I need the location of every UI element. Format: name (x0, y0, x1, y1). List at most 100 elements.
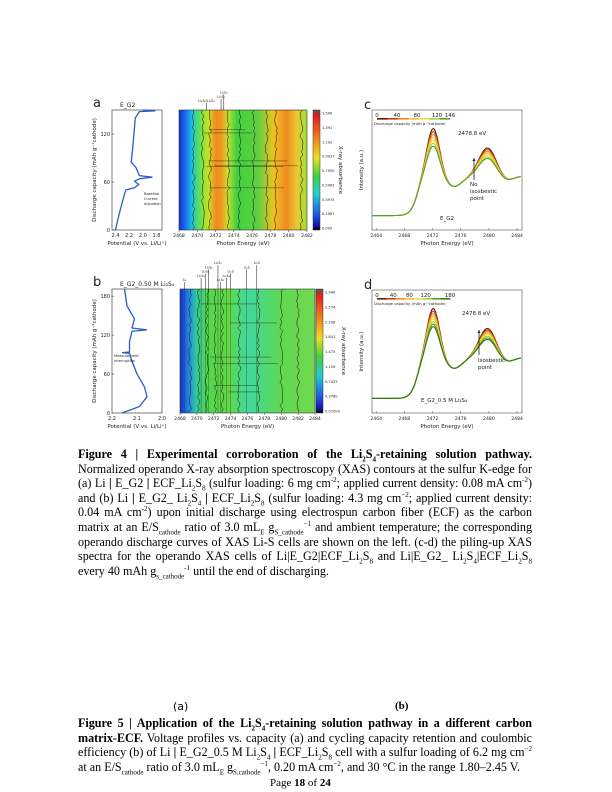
y-tick-label: 0 (107, 228, 110, 234)
xas-spectrum (372, 139, 522, 217)
colorbar-tick-label: 0.000 (322, 227, 333, 231)
caption-segment: 8 (369, 557, 373, 566)
discharge-plot-frame (111, 288, 163, 414)
caption-segment: 4 (261, 724, 266, 733)
legend-color-bar (397, 118, 409, 120)
x-tick-label: 2472 (208, 416, 220, 422)
legend-color-bar (377, 298, 387, 300)
legend-tick-label: 40 (394, 113, 401, 119)
y-axis-label: Intensity (a.u.) (359, 331, 365, 371)
caption-segment: |ECF_Li (476, 549, 519, 564)
x-axis-label: Photon Energy (eV) (420, 424, 473, 430)
x-tick-label: 2484 (511, 233, 523, 239)
species-label: Li₂S (254, 261, 260, 265)
x-tick-label: 2476 (455, 233, 467, 239)
x-tick-label: 2474 (225, 416, 237, 422)
peak-energy-label: 2478.8 eV (462, 311, 490, 317)
x-tick-label: 2472 (427, 233, 439, 239)
x-tick-label: 2476 (455, 416, 467, 422)
species-label: Li₂S₂ (217, 278, 225, 282)
legend-color-bar (440, 298, 451, 300)
caption-segment: E_G2_0.5 M Li (176, 745, 257, 760)
caption-segment: and ambient temperature; the correspondi… (78, 519, 532, 564)
colorbar-tick-label: 0.7950 (322, 169, 335, 173)
caption-segment: S (362, 549, 370, 564)
x-tick-label: 2.0 (139, 233, 147, 239)
panel-label-b: b (93, 275, 101, 290)
legend-label: Discharge capacity (mAh g⁻¹cathode) (374, 121, 446, 126)
contour-line (299, 109, 304, 231)
caption-segment: −2 (333, 759, 341, 768)
x-tick-label: 2.4 (111, 233, 119, 239)
contour-line (256, 288, 261, 413)
x-tick-label: 2476 (242, 416, 254, 422)
caption-segment: 4 (473, 557, 477, 566)
panel-label-c: c (364, 98, 371, 113)
caption-segment: 8 (261, 499, 265, 508)
y-tick-label: 60 (104, 180, 110, 186)
y-axis-label: Discharge capacity (mAh g⁻¹cathode) (91, 299, 98, 403)
caption-segment: E_G2_ Li (134, 490, 188, 505)
y-tick-label: 60 (104, 372, 110, 378)
x-axis-label: Photon Energy (eV) (216, 241, 269, 247)
caption-segment: ratio of 3.0 mL (180, 519, 261, 534)
colorbar-label: X-ray absorbance (340, 327, 346, 376)
caption-segment: -retaining solution pathway in a differe… (78, 716, 532, 745)
caption-segment: -2 (522, 476, 528, 485)
caption-segment: S (321, 745, 329, 760)
xas-spectrum (372, 312, 522, 399)
species-label: S₈ (183, 278, 187, 282)
legend-color-bar (386, 298, 396, 300)
x-tick-label: 1.8 (153, 233, 161, 239)
x-tick-label: 2470 (191, 416, 203, 422)
species-label: Li₂S₃ (214, 261, 222, 265)
x-axis-label: Photon Energy (eV) (420, 241, 473, 247)
caption-segment: S,cathode (233, 768, 261, 777)
xas-spectrum (372, 325, 522, 399)
caption-segment: until the end of discharging. (190, 563, 329, 578)
colorbar-tick-label: 0.5962 (322, 183, 335, 187)
caption-segment: S (521, 549, 529, 564)
caption-segment: ; applied current density: 0.08 mA cm (336, 476, 523, 491)
legend-tick-label: 80 (414, 113, 421, 119)
colorbar-tick-label: 0.3760 (325, 395, 338, 399)
caption-segment: 8 (328, 753, 333, 762)
annotation-text: No (470, 182, 478, 188)
annotation-text: Measurement (114, 354, 139, 358)
caption-segment: −2 (524, 745, 533, 754)
colorbar-tick-label: 1.590 (322, 112, 333, 116)
x-tick-label: 2480 (483, 233, 495, 239)
xas-contour-heatmap (179, 288, 316, 414)
colorbar-tick-label: 2.574 (325, 305, 336, 309)
caption-segment: E (260, 528, 265, 537)
caption-segment: s_cathode (156, 572, 185, 581)
caption-segment: Figure 5 | Application of the Li (78, 716, 252, 730)
annotation-text: isosbestic (470, 189, 497, 195)
caption-segment: 2 (256, 753, 261, 762)
x-tick-label: 2472 (427, 416, 439, 422)
caption-segment: 2 (362, 455, 366, 464)
colorbar-tick-label: 2.208 (325, 320, 336, 324)
caption-segment: S (191, 490, 198, 505)
contour-line (213, 288, 218, 413)
caption-segment: g (223, 759, 234, 774)
caption-segment: S_cathode (274, 528, 304, 537)
caption-segment: cell with a sulfur loading of 6.2 mg cm (332, 745, 525, 760)
caption-segment: -retaining solution pathway. (376, 447, 533, 461)
colorbar-tick-label: 0.9937 (322, 155, 335, 159)
caption-segment: S (365, 447, 373, 461)
x-tick-label: 2468 (173, 233, 185, 239)
legend-tick-label: 0 (375, 113, 379, 119)
legend-color-bar (422, 298, 433, 300)
legend-color-bar (431, 298, 442, 300)
colorbar-tick-label: 1.475 (325, 350, 335, 354)
species-label: Li₂S₄ (220, 91, 228, 95)
contour-line (196, 288, 201, 413)
legend-tick-label: 120 (432, 113, 443, 119)
caption-segment: Normalized operando X-ray absorption spe… (78, 461, 532, 491)
caption-segment: 4 (266, 753, 271, 762)
caption-segment: ECF_Li (149, 476, 192, 491)
x-tick-label: 2482 (301, 233, 313, 239)
caption-segment: | (273, 745, 277, 760)
caption-segment: ; applied current density: 0.04 mA cm (78, 490, 532, 520)
